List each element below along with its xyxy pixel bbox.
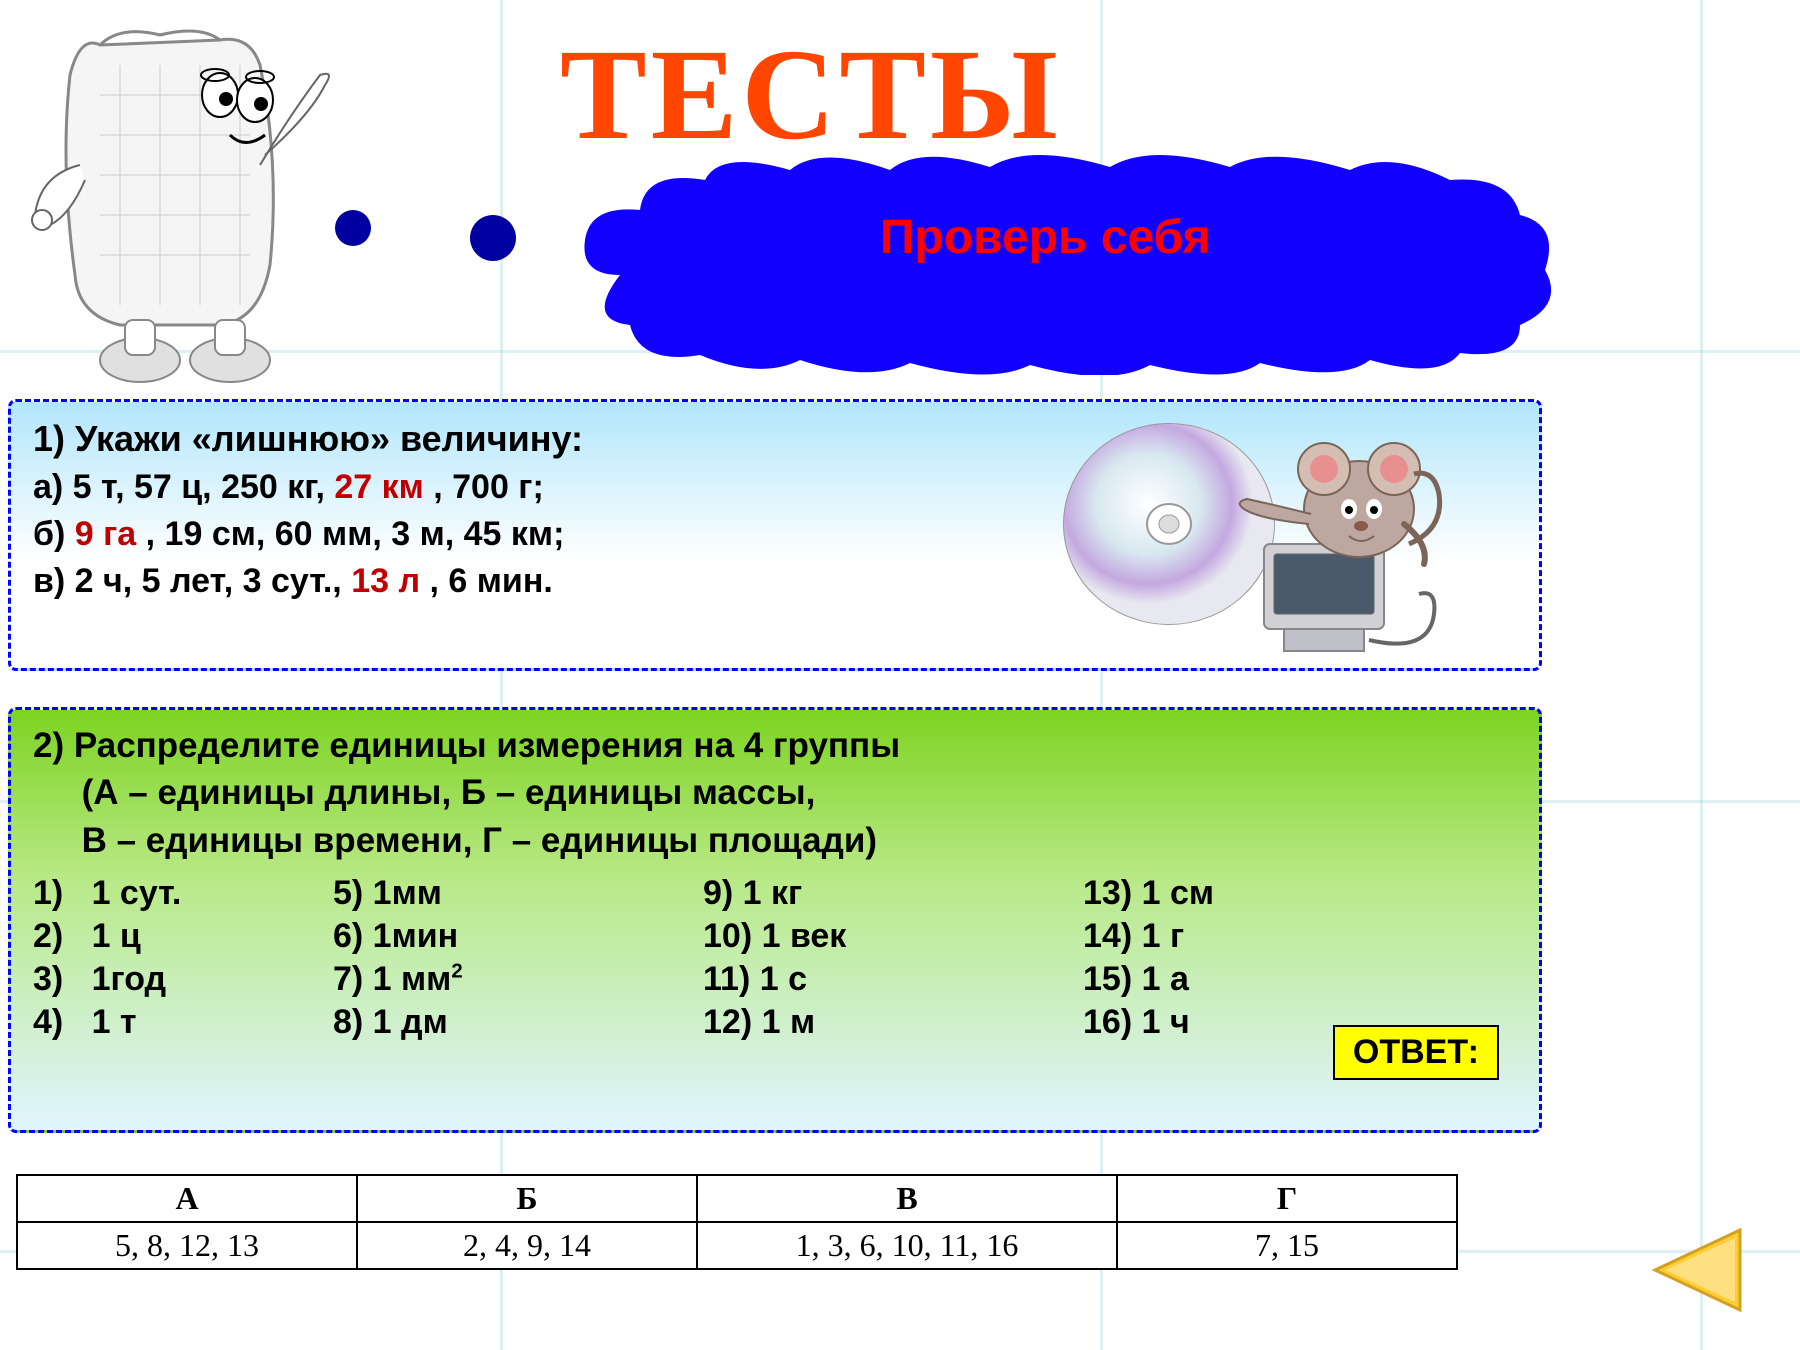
table-cell: 7, 15 xyxy=(1117,1222,1457,1269)
cloud-text[interactable]: Проверь себя xyxy=(880,210,1211,265)
decor-dot xyxy=(335,210,371,246)
q1-c-prefix: в) 2 ч, 5 лет, 3 сут., xyxy=(33,562,351,600)
decor-dot xyxy=(470,215,516,261)
table-row: 5, 8, 12, 13 2, 4, 9, 14 1, 3, 6, 10, 11… xyxy=(17,1222,1457,1269)
back-button[interactable] xyxy=(1640,1220,1760,1320)
unit-item: 7) 1 мм2 xyxy=(333,958,703,1001)
unit-item: 8) 1 дм xyxy=(333,1001,703,1044)
q2-title-line1: 2) Распределите единицы измерения на 4 г… xyxy=(33,722,1517,769)
unit-item: 9) 1 кг xyxy=(703,872,1083,915)
unit-item: 1) 1 сут. xyxy=(33,872,333,915)
mouse-cd-icon xyxy=(1029,414,1449,654)
q1-c-answer: 13 л xyxy=(351,562,420,600)
cloud-banner: Проверь себя xyxy=(560,155,1560,375)
q1-a-prefix: а) 5 т, 57 ц, 250 кг, xyxy=(33,468,334,506)
paper-character-icon xyxy=(20,15,340,395)
table-header: Б xyxy=(357,1175,697,1222)
q1-b-suffix: , 19 см, 60 мм, 3 м, 45 км; xyxy=(136,515,564,553)
unit-item: 2) 1 ц xyxy=(33,915,333,958)
q1-c-suffix: , 6 мин. xyxy=(420,562,553,600)
table-header: В xyxy=(697,1175,1117,1222)
q1-b-prefix: б) xyxy=(33,515,75,553)
table-cell: 1, 3, 6, 10, 11, 16 xyxy=(697,1222,1117,1269)
q1-b-answer: 9 га xyxy=(75,515,136,553)
q1-a-suffix: , 700 г; xyxy=(424,468,544,506)
q2-title-line3: В – единицы времени, Г – единицы площади… xyxy=(33,817,1517,864)
answer-table: А Б В Г 5, 8, 12, 13 2, 4, 9, 14 1, 3, 6… xyxy=(16,1174,1458,1270)
q1-a-answer: 27 км xyxy=(334,468,423,506)
unit-item: 16) 1 ч xyxy=(1083,1001,1343,1044)
unit-item: 3) 1год xyxy=(33,958,333,1001)
unit-item: 10) 1 век xyxy=(703,915,1083,958)
q2-title: 2) Распределите единицы измерения на 4 г… xyxy=(33,722,1517,864)
units-grid: 1) 1 сут. 5) 1мм 9) 1 кг 13) 1 см 2) 1 ц… xyxy=(33,872,1517,1044)
table-header: Г xyxy=(1117,1175,1457,1222)
unit-item: 14) 1 г xyxy=(1083,915,1343,958)
q2-title-line2: (А – единицы длины, Б – единицы массы, xyxy=(33,769,1517,816)
unit-item: 6) 1мин xyxy=(333,915,703,958)
unit-item: 4) 1 т xyxy=(33,1001,333,1044)
unit-item: 5) 1мм xyxy=(333,872,703,915)
table-cell: 2, 4, 9, 14 xyxy=(357,1222,697,1269)
unit-item: 13) 1 см xyxy=(1083,872,1343,915)
table-header: А xyxy=(17,1175,357,1222)
unit-item: 11) 1 с xyxy=(703,958,1083,1001)
unit-item: 15) 1 а xyxy=(1083,958,1343,1001)
page-title: ТЕСТЫ xyxy=(560,20,1062,170)
table-header-row: А Б В Г xyxy=(17,1175,1457,1222)
question-1-box: 1) Укажи «лишнюю» величину: а) 5 т, 57 ц… xyxy=(8,399,1542,671)
unit-item: 12) 1 м xyxy=(703,1001,1083,1044)
table-cell: 5, 8, 12, 13 xyxy=(17,1222,357,1269)
question-2-box: 2) Распределите единицы измерения на 4 г… xyxy=(8,707,1542,1133)
answer-button[interactable]: ОТВЕТ: xyxy=(1333,1025,1499,1080)
